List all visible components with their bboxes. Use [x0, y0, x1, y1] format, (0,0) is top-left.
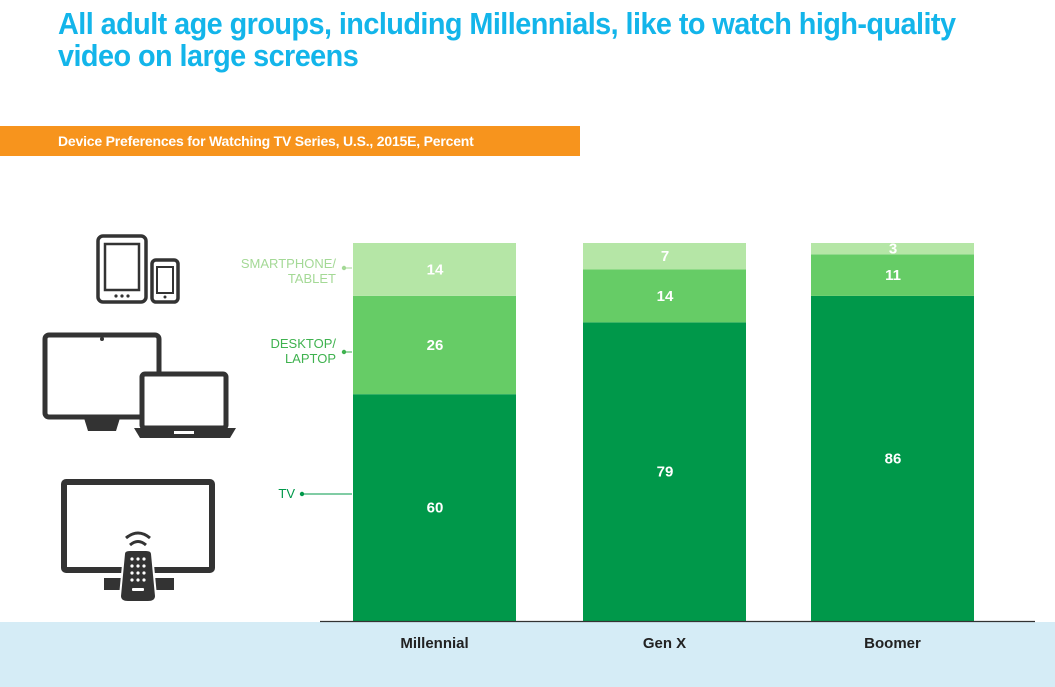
- data-label: 14: [657, 288, 674, 305]
- subtitle-bar: [0, 126, 580, 156]
- bar-segment: [811, 295, 974, 621]
- legend-label: LAPTOP: [285, 351, 336, 366]
- data-label: 60: [427, 500, 444, 517]
- page-title: All adult age groups, including Millenni…: [58, 6, 956, 73]
- data-label: 79: [657, 464, 674, 481]
- desktop-laptop-icon: [42, 332, 236, 438]
- bar-segment: [353, 243, 516, 296]
- bar-segment: [583, 243, 746, 270]
- data-label: 3: [889, 241, 897, 258]
- data-label: 86: [885, 450, 902, 467]
- legend-label: DESKTOP/: [270, 336, 336, 351]
- labels-layer: 60 26 14 Millennial 79 14 7 Gen X 86 11 3 Boomer: [400, 241, 921, 652]
- data-label: 7: [661, 248, 669, 265]
- bar-segment: [583, 269, 746, 323]
- category-label: Millennial: [400, 635, 468, 652]
- tv-remote-icon: [61, 479, 215, 603]
- category-label: Gen X: [643, 635, 686, 652]
- tablet-smartphone-icon: [96, 234, 180, 304]
- bars-layer: [353, 243, 974, 621]
- chart-subtitle: Device Preferences for Watching TV Serie…: [58, 133, 474, 149]
- legend-layer: SMARTPHONE/TABLET DESKTOP/LAPTOP TV: [241, 256, 352, 501]
- bar-segment: [353, 295, 516, 395]
- legend-label: SMARTPHONE/: [241, 256, 336, 271]
- bar-segment: [583, 322, 746, 621]
- legend-label: TABLET: [288, 271, 336, 286]
- footer-band: [0, 622, 1055, 687]
- bar-segment: [353, 394, 516, 621]
- data-label: 14: [427, 261, 444, 278]
- bar-segment: [811, 243, 974, 255]
- bar-segment: [811, 254, 974, 296]
- legend-label: TV: [278, 486, 295, 501]
- data-label: 11: [885, 267, 901, 284]
- data-label: 26: [427, 337, 444, 354]
- category-label: Boomer: [864, 635, 921, 652]
